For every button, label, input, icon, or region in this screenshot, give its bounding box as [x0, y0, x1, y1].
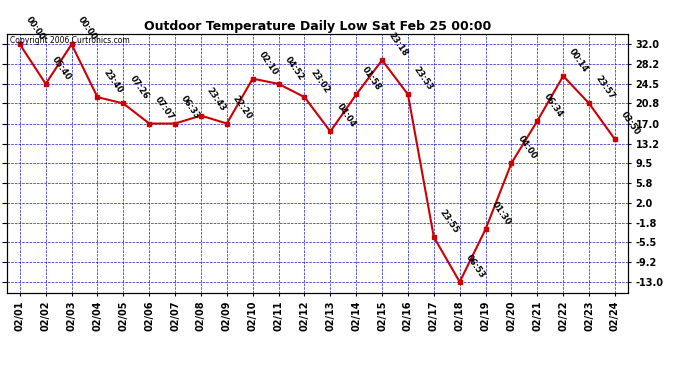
Title: Outdoor Temperature Daily Low Sat Feb 25 00:00: Outdoor Temperature Daily Low Sat Feb 25…: [144, 20, 491, 33]
Text: 23:18: 23:18: [386, 31, 409, 58]
Text: 04:04: 04:04: [335, 102, 357, 129]
Text: 23:57: 23:57: [593, 74, 616, 101]
Text: 23:02: 23:02: [308, 68, 331, 95]
Text: 22:20: 22:20: [231, 94, 254, 122]
Text: 23:53: 23:53: [412, 65, 435, 92]
Text: 03:50: 03:50: [619, 110, 642, 137]
Text: 00:00: 00:00: [76, 15, 98, 42]
Text: 05:40: 05:40: [50, 55, 72, 82]
Text: 23:43: 23:43: [205, 87, 228, 113]
Text: 00:14: 00:14: [567, 47, 590, 74]
Text: 23:40: 23:40: [101, 68, 124, 95]
Text: 23:55: 23:55: [438, 208, 461, 235]
Text: 06:34: 06:34: [542, 92, 564, 119]
Text: 07:26: 07:26: [128, 74, 150, 101]
Text: 02:10: 02:10: [257, 50, 279, 76]
Text: 01:58: 01:58: [360, 65, 383, 92]
Text: 06:53: 06:53: [464, 253, 486, 280]
Text: 07:07: 07:07: [153, 94, 176, 122]
Text: 06:33: 06:33: [179, 94, 202, 122]
Text: 04:00: 04:00: [515, 134, 538, 161]
Text: 00:00: 00:00: [24, 15, 46, 42]
Text: Copyright 2006 Curtronics.com: Copyright 2006 Curtronics.com: [10, 36, 130, 45]
Text: 01:30: 01:30: [490, 200, 513, 227]
Text: 04:52: 04:52: [283, 55, 306, 82]
